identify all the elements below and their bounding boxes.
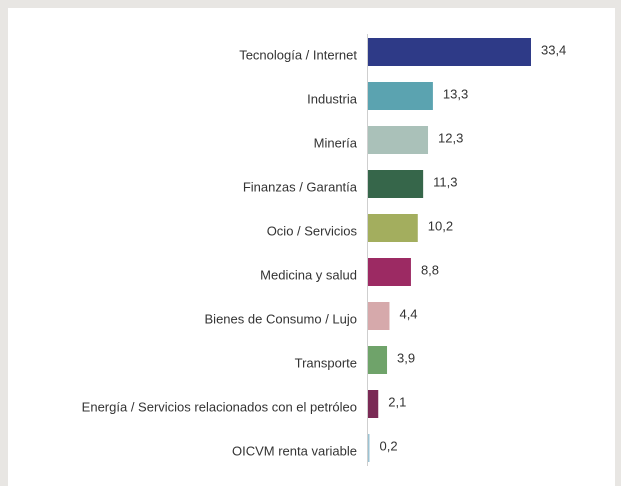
category-label: Finanzas / Garantía [243, 179, 358, 194]
bar [368, 170, 424, 198]
category-label: Ocio / Servicios [267, 223, 358, 238]
value-label: 4,4 [399, 306, 417, 321]
category-label: Bienes de Consumo / Lujo [205, 311, 357, 326]
value-label: 33,4 [541, 42, 566, 57]
bar [368, 38, 531, 66]
value-label: 10,2 [428, 218, 453, 233]
category-label: OICVM renta variable [232, 443, 357, 458]
bar [368, 82, 433, 110]
bar [368, 390, 379, 418]
bar [368, 434, 370, 462]
bar [368, 346, 388, 374]
bar [368, 126, 429, 154]
value-label: 8,8 [421, 262, 439, 277]
value-label: 3,9 [397, 350, 415, 365]
category-label: Medicina y salud [260, 267, 357, 282]
category-label: Industria [307, 91, 358, 106]
category-label: Energía / Servicios relacionados con el … [82, 399, 357, 414]
value-label: 11,3 [433, 174, 457, 189]
value-label: 2,1 [388, 394, 406, 409]
value-label: 12,3 [438, 130, 463, 145]
bar [368, 214, 418, 242]
value-label: 0,2 [380, 438, 398, 453]
category-label: Minería [314, 135, 358, 150]
category-label: Transporte [295, 355, 357, 370]
value-label: 13,3 [443, 86, 468, 101]
panel [8, 8, 615, 486]
bar [368, 258, 411, 286]
category-label: Tecnología / Internet [239, 47, 357, 62]
bar [368, 302, 390, 330]
